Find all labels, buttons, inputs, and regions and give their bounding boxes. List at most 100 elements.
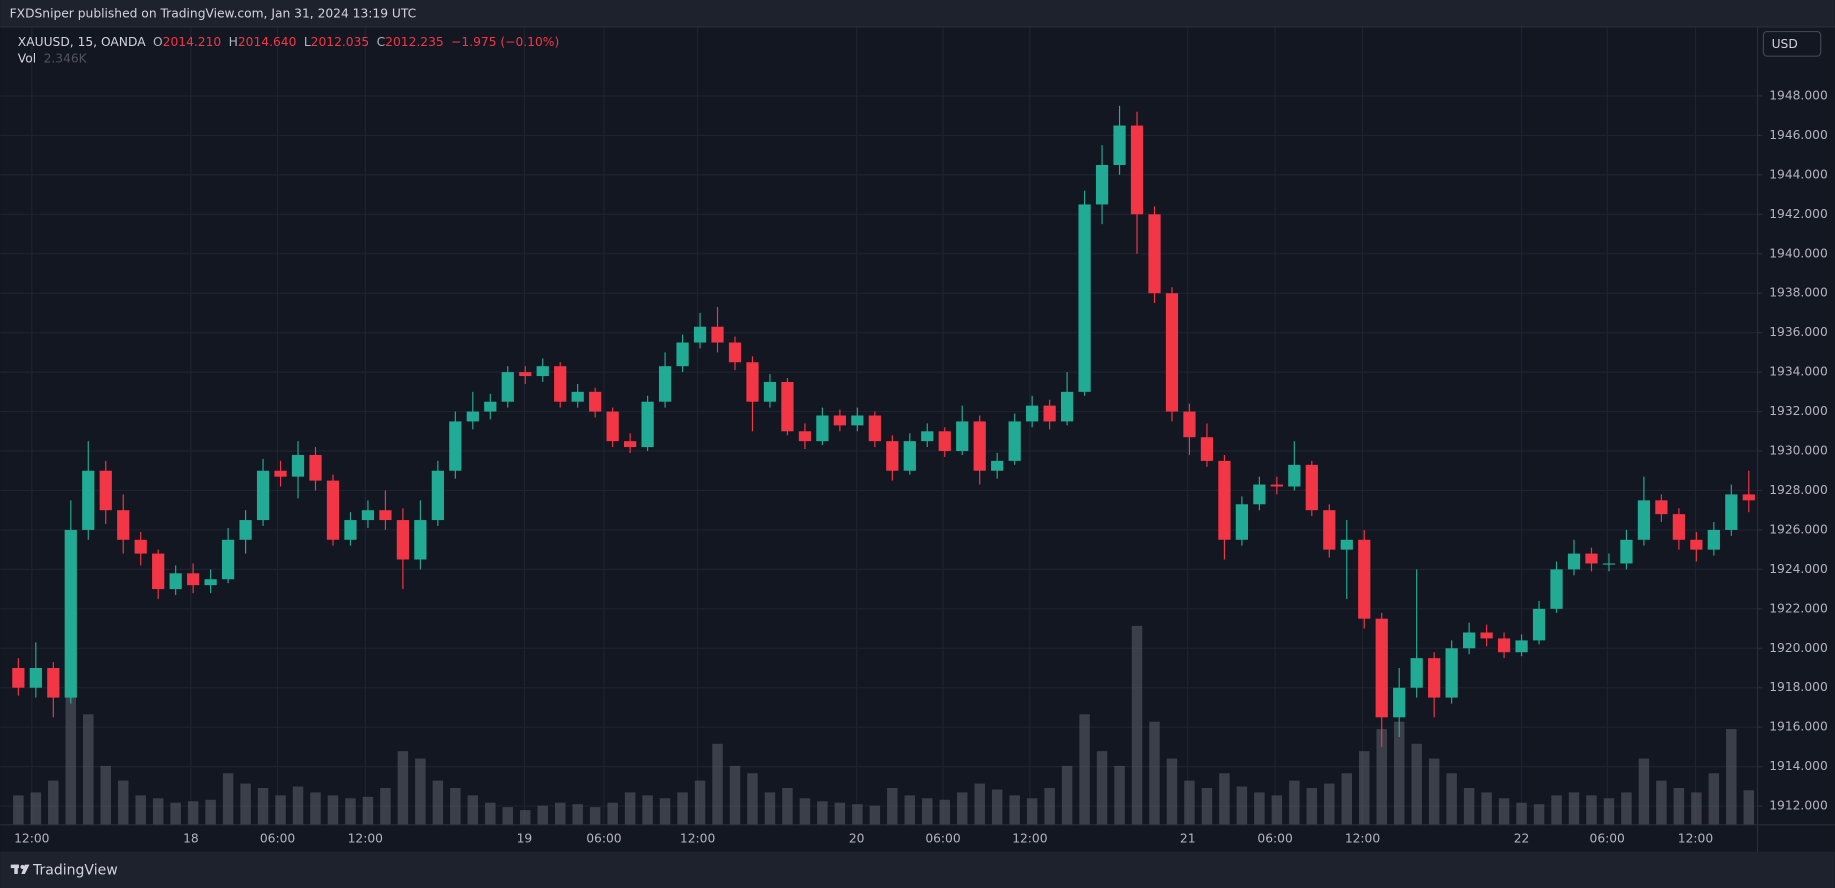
y-tick-label: 1938.000 [1769, 286, 1828, 300]
volume-bar [1236, 786, 1248, 825]
candle-body [833, 415, 846, 426]
candle-body [1428, 658, 1441, 698]
volume-bar [1149, 721, 1160, 825]
volume-bar [834, 802, 846, 825]
candle-body [554, 366, 567, 402]
volume-bar [1743, 790, 1755, 825]
candle-body [816, 415, 829, 442]
volume-bar [1638, 758, 1650, 825]
candle-body [82, 470, 95, 530]
candle-body [1532, 608, 1546, 641]
currency-button[interactable] [1762, 31, 1822, 57]
volume-bar [1516, 802, 1527, 825]
plot-area [0, 26, 1758, 825]
candle-body [1060, 391, 1074, 422]
candle-body [466, 411, 479, 422]
volume-bar [1656, 780, 1667, 825]
candle-body [1288, 464, 1301, 487]
candle-body [431, 470, 444, 521]
candle-body [1585, 553, 1598, 564]
candle-body [396, 520, 410, 560]
volume-bar [257, 787, 269, 825]
candle-body [641, 401, 654, 448]
y-tick-label: 1928.000 [1769, 483, 1828, 497]
volume-bar [1551, 795, 1562, 825]
volume-bar [1603, 798, 1615, 825]
low-value: 2012.035 [311, 35, 370, 49]
candle-body [606, 411, 619, 442]
candle-body [921, 431, 934, 442]
volume-bar [292, 786, 304, 825]
y-tick-label: 1914.000 [1769, 759, 1828, 773]
change: −1.975 (−0.10%) [451, 35, 559, 49]
x-tick-label: 18 [183, 831, 199, 845]
volume-bar [275, 795, 286, 825]
volume-bar [65, 692, 77, 825]
l-label: L [304, 35, 311, 49]
volume-bar [642, 795, 653, 825]
candle-body [589, 391, 602, 412]
volume-bar [1254, 792, 1265, 825]
x-tick-label: 21 [1180, 831, 1196, 845]
currency-label: USD [1772, 37, 1798, 51]
candle-body [47, 668, 60, 698]
volume-bar [205, 799, 216, 825]
candle-body [868, 415, 881, 442]
candle-body [693, 326, 707, 343]
volume-bar [1586, 795, 1597, 825]
volume-bar [1201, 787, 1213, 825]
candle-body [1183, 411, 1196, 438]
vol-value: 2.346K [44, 51, 88, 65]
candle-body [1323, 510, 1336, 550]
volume-bar [589, 807, 601, 825]
volume-bar [1131, 625, 1143, 825]
volume-bar [1498, 798, 1510, 825]
candle-body [414, 520, 427, 560]
candle-body [274, 470, 287, 477]
volume-bar [1411, 743, 1422, 825]
candle-body [1235, 504, 1249, 540]
volume-bar [782, 787, 793, 825]
candle-body [1148, 214, 1161, 294]
volume-bar [1166, 758, 1178, 825]
candle-body [676, 342, 689, 367]
candle-body [1008, 421, 1021, 461]
volume-bar [1079, 714, 1090, 825]
y-tick-label: 1924.000 [1769, 562, 1828, 576]
volume-bar [1621, 792, 1632, 825]
candle-body [1707, 529, 1720, 550]
y-tick-label: 1932.000 [1769, 404, 1828, 418]
volume-bar [956, 792, 968, 825]
y-tick-label: 1920.000 [1769, 641, 1828, 655]
logo-part [14, 864, 18, 874]
y-tick-label: 1926.000 [1769, 522, 1828, 536]
candle-body [12, 668, 25, 688]
y-tick-label: 1934.000 [1769, 365, 1828, 379]
volume-bar [30, 792, 42, 825]
volume-bar [607, 802, 618, 825]
volume-bar [1691, 792, 1702, 825]
candle-body [1672, 514, 1685, 540]
volume-bar [380, 787, 391, 825]
candle-body [1340, 539, 1353, 550]
volume-bar [1306, 787, 1318, 825]
volume-bar [170, 802, 181, 825]
candle-body [1270, 484, 1283, 487]
candle-body [658, 366, 672, 402]
y-tick-label: 1916.000 [1769, 720, 1828, 734]
volume-bar [1726, 729, 1737, 825]
volume-bar [485, 802, 496, 825]
legend: XAUUSD, 15, OANDA O2014.210 H2014.640 L2… [18, 35, 559, 49]
candle-body [851, 415, 864, 426]
y-tick-label: 1918.000 [1769, 680, 1828, 694]
volume-bar [83, 714, 94, 825]
volume-bar [397, 751, 409, 825]
candle-body [221, 539, 235, 580]
candle-body [956, 421, 969, 452]
candle-body [536, 366, 549, 377]
x-tick-label: 12:00 [1012, 831, 1047, 845]
candle-body [291, 454, 305, 477]
volume-bar [13, 795, 24, 825]
volume-bar [1114, 765, 1125, 825]
volume-bar [1481, 792, 1492, 825]
